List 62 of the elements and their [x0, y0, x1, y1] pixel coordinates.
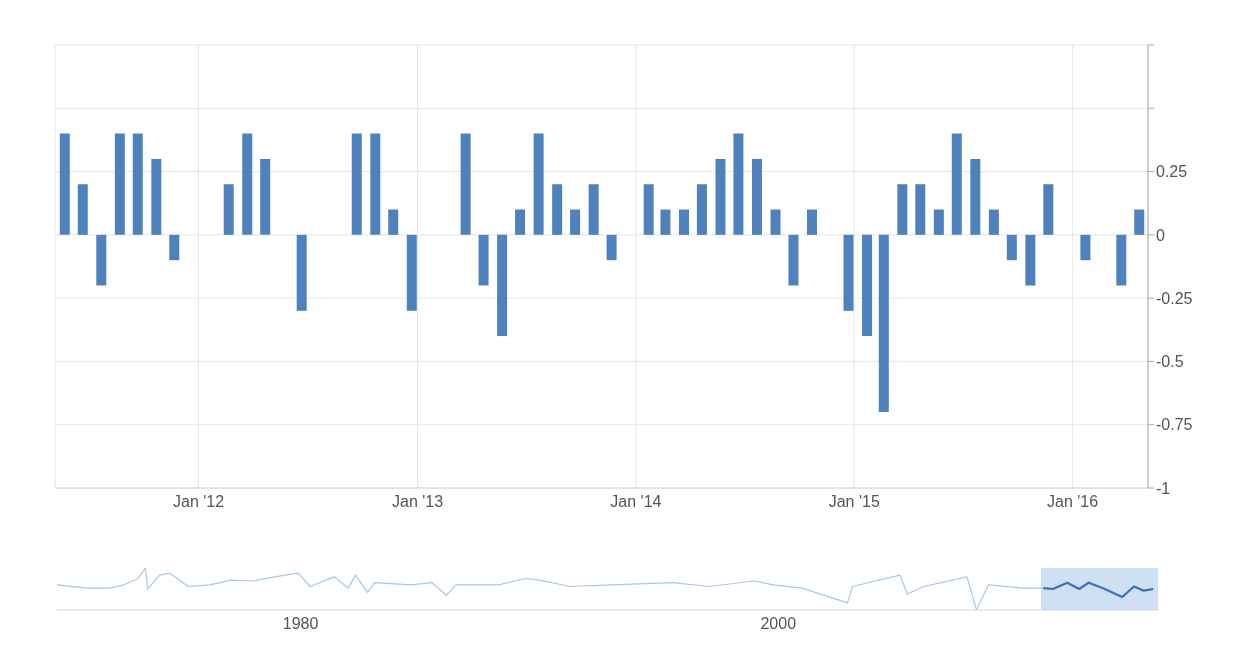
y-tick-label: -0.5 — [1156, 353, 1184, 371]
bar — [643, 184, 654, 235]
bar — [96, 234, 107, 286]
bar — [715, 158, 726, 235]
bar — [533, 133, 544, 235]
bar — [515, 209, 526, 235]
bar — [788, 234, 799, 286]
bar — [388, 209, 399, 235]
y-tick-label: -0.25 — [1156, 289, 1193, 307]
x-tick-label: 2000 — [760, 615, 797, 633]
bar — [1006, 234, 1017, 261]
y-tick-label: -0.75 — [1156, 416, 1193, 434]
bar — [406, 234, 417, 311]
x-tick-label: Jan '15 — [828, 493, 880, 511]
y-tick-label: 0.25 — [1156, 163, 1188, 181]
bar — [460, 133, 471, 235]
x-tick-label: 1980 — [282, 615, 319, 633]
bar — [296, 234, 307, 311]
bar — [223, 184, 234, 235]
bar — [478, 234, 489, 286]
bar — [77, 184, 88, 235]
y-tick-label: -1 — [1156, 479, 1171, 497]
bar — [169, 234, 180, 261]
bar — [807, 209, 818, 235]
bar — [751, 158, 762, 235]
bar — [570, 209, 581, 235]
bar — [260, 158, 271, 235]
bar — [59, 133, 70, 235]
bar — [132, 133, 143, 235]
bar — [951, 133, 962, 235]
bar — [660, 209, 671, 235]
bar — [970, 158, 981, 235]
bar — [770, 209, 781, 235]
bar — [843, 234, 854, 311]
x-tick-label: Jan '12 — [173, 493, 225, 511]
bar — [351, 133, 362, 235]
bar — [862, 234, 873, 337]
bar — [497, 234, 508, 337]
bar — [1043, 184, 1054, 235]
bar — [370, 133, 381, 235]
bar — [933, 209, 944, 235]
bar — [1116, 234, 1127, 286]
bar — [588, 184, 599, 235]
bar — [1134, 209, 1145, 235]
bar — [606, 234, 617, 261]
bar — [1080, 234, 1091, 261]
bar — [897, 184, 908, 235]
x-tick-label: Jan '14 — [610, 493, 662, 511]
x-tick-label: Jan '16 — [1047, 493, 1099, 511]
bar — [678, 209, 689, 235]
bar — [988, 209, 999, 235]
x-tick-label: Jan '13 — [391, 493, 444, 511]
bar — [878, 234, 889, 413]
bar — [696, 184, 707, 235]
bar — [151, 158, 162, 235]
bar — [242, 133, 253, 235]
bar — [733, 133, 744, 235]
bar — [1025, 234, 1036, 286]
bar — [915, 184, 926, 235]
bar — [552, 184, 563, 235]
y-tick-label: 0 — [1156, 226, 1165, 244]
bar — [114, 133, 125, 235]
